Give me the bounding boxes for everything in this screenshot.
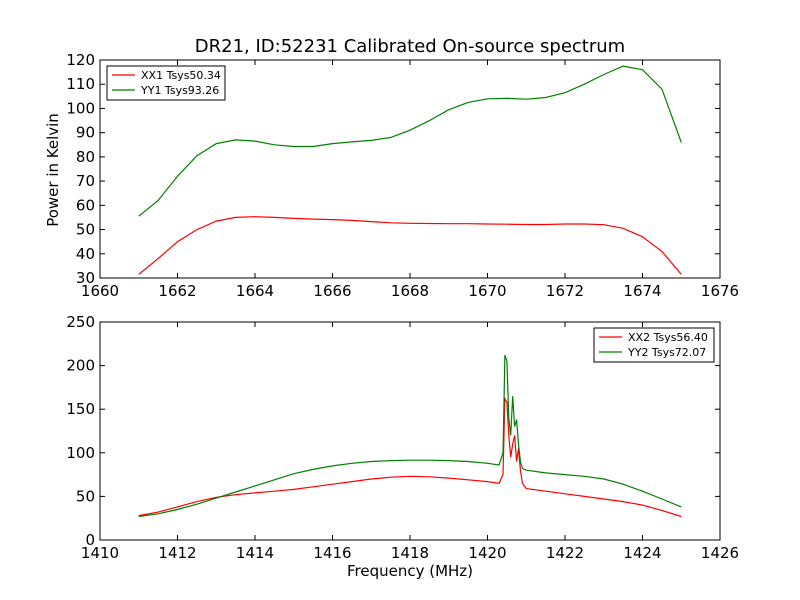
- y-tick-label: 150: [66, 400, 95, 418]
- chart-title: DR21, ID:52231 Calibrated On-source spec…: [195, 36, 625, 57]
- x-tick-label: 1660: [81, 282, 119, 300]
- legend-entry: YY2 Tsys72.07: [627, 346, 706, 359]
- legend-entry: XX1 Tsys50.34: [141, 69, 221, 82]
- y-tick-label: 50: [76, 221, 95, 239]
- x-tick-label: 1666: [313, 282, 351, 300]
- x-tick-label: 1424: [623, 544, 661, 562]
- legend-entry: YY1 Tsys93.26: [140, 84, 219, 97]
- top-plot: 1660 1662 1664 1666 1668 1670 1672 1674 1676 30 40…: [66, 51, 739, 300]
- y-tick-label: 250: [66, 313, 95, 331]
- legend-entry: XX2 Tsys56.40: [628, 331, 708, 344]
- y-tick-label: 100: [66, 99, 95, 117]
- y-tick-label: 60: [76, 196, 95, 214]
- x-tick-label: 1662: [158, 282, 196, 300]
- x-tick-label: 1664: [236, 282, 274, 300]
- x-tick-label: 1422: [546, 544, 584, 562]
- y-tick-label: 80: [76, 148, 95, 166]
- y-tick-label: 50: [76, 487, 95, 505]
- y-tick-label: 100: [66, 444, 95, 462]
- y-tick-label: 40: [76, 245, 95, 263]
- x-tick-label: 1416: [313, 544, 351, 562]
- x-tick-label: 1674: [623, 282, 661, 300]
- y-tick-label: 70: [76, 172, 95, 190]
- x-tick-label: 1676: [701, 282, 739, 300]
- legend: XX1 Tsys50.34 YY1 Tsys93.26: [106, 65, 226, 101]
- x-tick-label: 1420: [468, 544, 506, 562]
- y-tick-label: 200: [66, 357, 95, 375]
- y-tick-label: 120: [66, 51, 95, 69]
- x-tick-label: 1414: [236, 544, 274, 562]
- x-tick-label: 1418: [391, 544, 429, 562]
- legend-box: [593, 327, 715, 363]
- x-tick-label: 1426: [701, 544, 739, 562]
- y-tick-label: 0: [85, 531, 95, 549]
- x-tick-label: 1410: [81, 544, 119, 562]
- legend-box: [106, 65, 226, 101]
- series-line-1: [138, 216, 682, 275]
- x-tick-label: 1672: [546, 282, 584, 300]
- x-tick-label: 1412: [158, 544, 196, 562]
- x-tick-label: 1668: [391, 282, 429, 300]
- series-line-1: [138, 396, 682, 518]
- bottom-plot: 1410 1412 1414 1416 1418 1420 1422 1424 1426 0 50 1…: [66, 313, 739, 562]
- y-tick-label: 90: [76, 124, 95, 142]
- series-line-2: [138, 65, 682, 217]
- series-line-2: [138, 354, 682, 518]
- y-tick-label: 110: [66, 75, 95, 93]
- x-tick-label: 1670: [468, 282, 506, 300]
- y-axis-label: Power in Kelvin: [44, 113, 62, 227]
- y-tick-label: 30: [76, 269, 95, 287]
- legend: XX2 Tsys56.40 YY2 Tsys72.07: [593, 327, 715, 363]
- x-axis-label: Frequency (MHz): [347, 562, 473, 580]
